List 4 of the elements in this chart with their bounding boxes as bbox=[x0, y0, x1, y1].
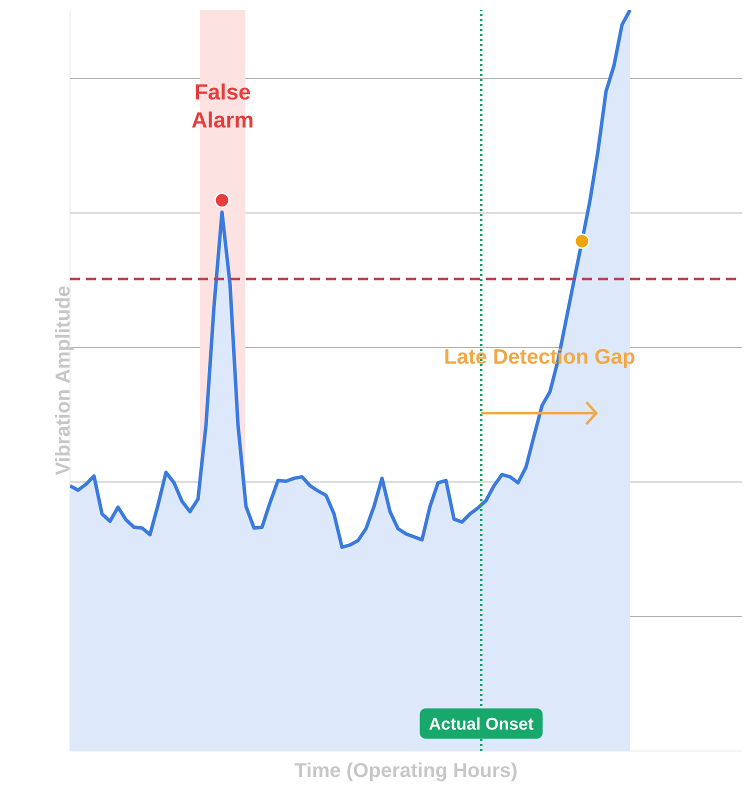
y-axis-title: Vibration Amplitude bbox=[54, 286, 74, 476]
x-axis-title: Time (Operating Hours) bbox=[294, 762, 516, 782]
annotation: Actual Onset bbox=[429, 717, 534, 730]
annotation: False Alarm bbox=[192, 84, 252, 128]
